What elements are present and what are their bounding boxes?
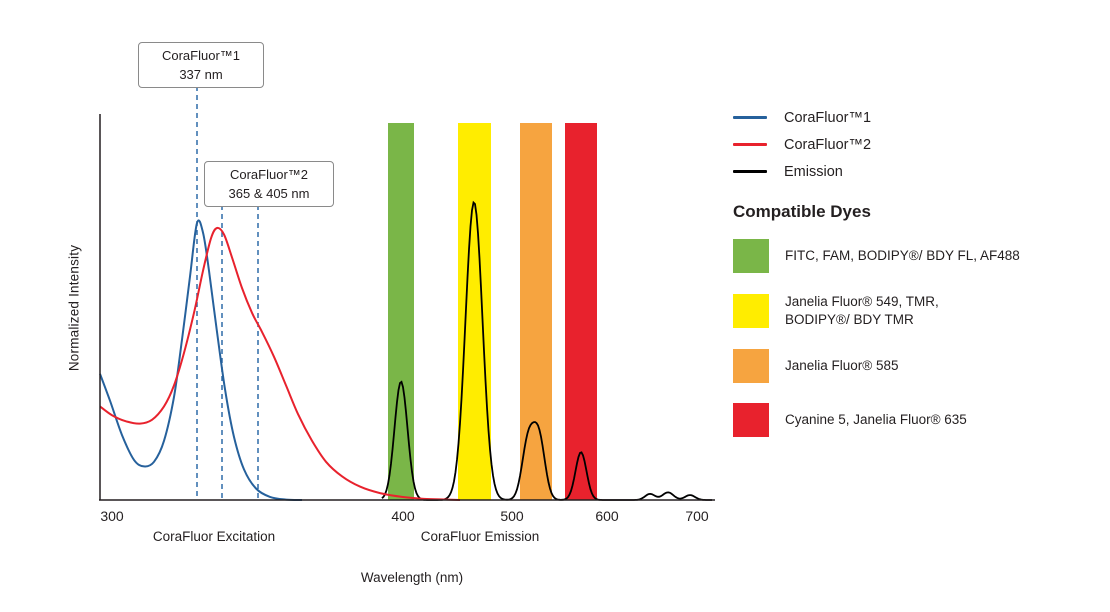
legend-panel: CoraFluor™1 CoraFluor™2 Emission Compati… xyxy=(733,104,1105,438)
excitation-curve-corafluor2 xyxy=(99,226,461,501)
x-tick-label: 600 xyxy=(595,508,619,524)
dye-row: Cyanine 5, Janelia Fluor® 635 xyxy=(733,403,1105,438)
x-tick-label: 400 xyxy=(391,508,415,524)
callout-wavelength: 337 nm xyxy=(179,67,223,82)
legend-series-label: Emission xyxy=(784,163,843,180)
green-dye-swatch xyxy=(733,239,769,273)
x-tick-label: 300 xyxy=(100,508,124,524)
dye-row: FITC, FAM, BODIPY®/ BDY FL, AF488 xyxy=(733,239,1105,273)
legend-series-label: CoraFluor™1 xyxy=(784,109,872,126)
legend-series-row: CoraFluor™2 xyxy=(733,131,1105,158)
y-axis-label: Normalized Intensity xyxy=(66,244,82,372)
dye-label: Cyanine 5, Janelia Fluor® 635 xyxy=(785,412,967,428)
legend-series-row: CoraFluor™1 xyxy=(733,104,1105,131)
dye-band-orange xyxy=(520,123,552,500)
dye-band-green xyxy=(388,123,414,500)
dye-band-red xyxy=(565,123,597,500)
x-tick-label: 700 xyxy=(685,508,709,524)
excitation-region-label: CoraFluor Excitation xyxy=(152,529,276,544)
excitation-curve-corafluor1 xyxy=(99,219,303,501)
legend-series-row: Emission xyxy=(733,158,1105,185)
legend-series-label: CoraFluor™2 xyxy=(784,136,872,153)
dye-row: Janelia Fluor® 585 xyxy=(733,349,1105,384)
callout-corafluor2: CoraFluor™2 365 & 405 nm xyxy=(204,161,334,207)
x-axis-label: Wavelength (nm) xyxy=(360,570,464,585)
callout-title: CoraFluor™2 xyxy=(229,166,309,182)
dye-label: Janelia Fluor® 549, TMR, BODIPY®/ BDY TM… xyxy=(785,294,939,328)
corafluor1-line-swatch xyxy=(733,116,767,119)
emission-region-label: CoraFluor Emission xyxy=(420,529,540,544)
dye-label: Janelia Fluor® 585 xyxy=(785,358,899,374)
yellow-dye-swatch xyxy=(733,294,769,329)
dye-row: Janelia Fluor® 549, TMR, BODIPY®/ BDY TM… xyxy=(733,293,1105,329)
callout-title: CoraFluor™1 xyxy=(161,47,241,63)
corafluor2-line-swatch xyxy=(733,143,767,146)
emission-line-swatch xyxy=(733,170,767,173)
callout-corafluor1: CoraFluor™1 337 nm xyxy=(138,42,264,88)
orange-dye-swatch xyxy=(733,349,769,384)
x-tick-label: 500 xyxy=(500,508,524,524)
callout-wavelength: 365 & 405 nm xyxy=(228,186,310,201)
dye-label: FITC, FAM, BODIPY®/ BDY FL, AF488 xyxy=(785,247,1020,263)
compatible-dyes-header: Compatible Dyes xyxy=(733,202,871,221)
dye-band-yellow xyxy=(458,123,491,500)
red-dye-swatch xyxy=(733,403,769,438)
